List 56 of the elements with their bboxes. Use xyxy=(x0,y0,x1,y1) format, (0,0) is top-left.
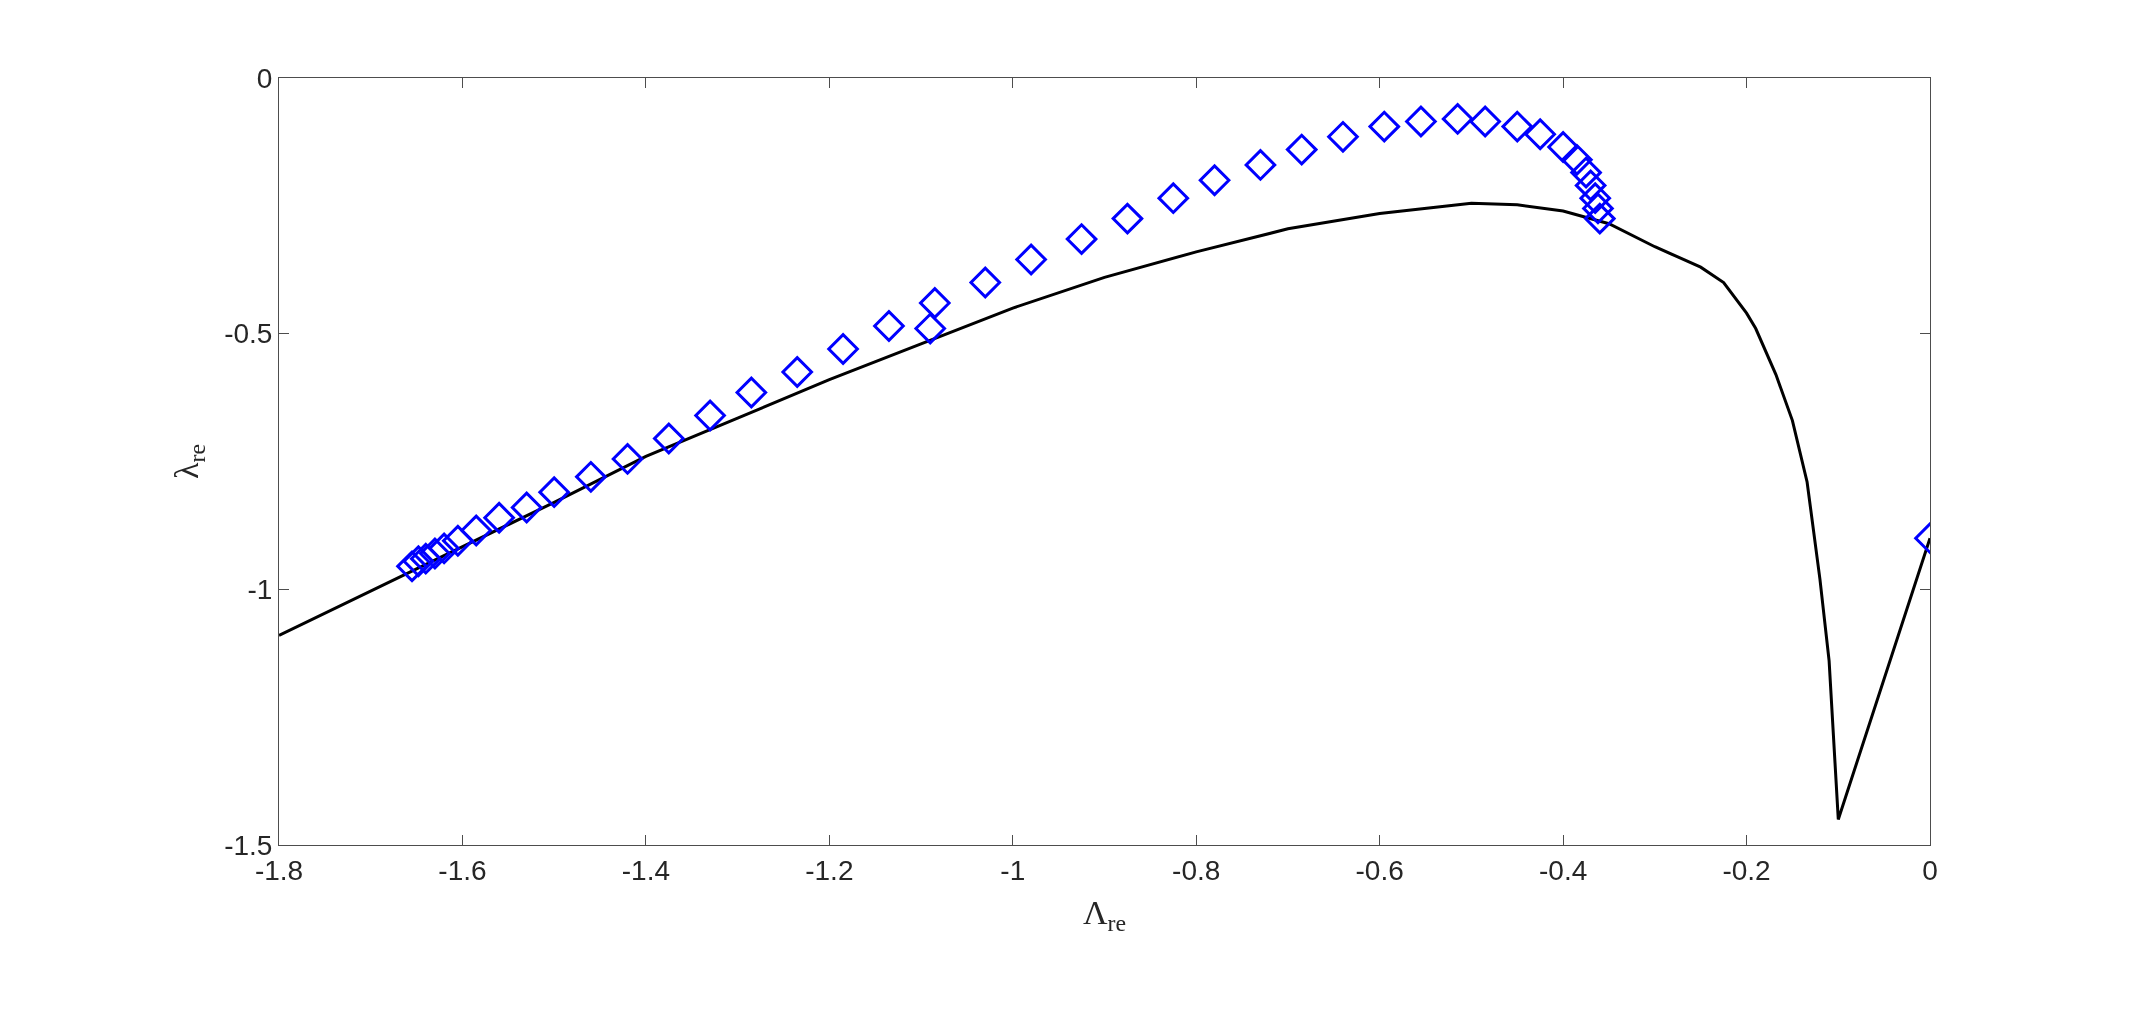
point xyxy=(735,376,768,409)
point xyxy=(781,356,814,388)
point xyxy=(538,476,570,508)
y-tick-label: -1 xyxy=(247,574,273,606)
point xyxy=(1469,105,1501,138)
point xyxy=(653,422,685,455)
x-tick-label: -1.4 xyxy=(621,854,671,886)
x-tick-label: 0 xyxy=(1922,854,1938,886)
y-tick-label: -0.5 xyxy=(224,318,273,350)
point xyxy=(1441,103,1474,135)
x-tick-label: -0.6 xyxy=(1355,854,1404,886)
y-tick-label: 0 xyxy=(256,62,273,94)
point xyxy=(919,287,951,319)
point xyxy=(483,501,515,534)
point xyxy=(1368,110,1401,143)
point xyxy=(402,545,435,578)
point xyxy=(873,310,905,342)
point xyxy=(396,550,428,583)
point xyxy=(419,537,451,570)
line-series xyxy=(279,201,1930,821)
point xyxy=(1015,243,1047,276)
point xyxy=(1561,144,1593,176)
x-tick-label: -1 xyxy=(1000,854,1026,886)
point xyxy=(1579,182,1612,214)
point xyxy=(611,443,644,475)
point xyxy=(1111,202,1144,235)
point xyxy=(442,524,474,557)
x-tick-label: -0.4 xyxy=(1538,854,1588,886)
point xyxy=(409,542,442,575)
point xyxy=(1405,105,1437,138)
x-tick-label: -1.6 xyxy=(438,854,487,886)
point xyxy=(1574,169,1607,202)
point xyxy=(827,333,859,365)
x-axis-title: Λ$_{re}$ xyxy=(1082,893,1127,937)
point xyxy=(1244,149,1277,181)
point xyxy=(969,266,1002,299)
x-tick-label: -0.2 xyxy=(1722,854,1771,886)
point xyxy=(1582,192,1614,225)
point xyxy=(1198,164,1231,197)
point xyxy=(460,514,492,547)
point xyxy=(510,491,543,524)
point xyxy=(428,532,460,565)
point xyxy=(1157,182,1190,214)
x-tick-label: -0.8 xyxy=(1172,854,1221,886)
point xyxy=(575,461,607,493)
point xyxy=(1584,202,1616,235)
point xyxy=(1501,110,1534,143)
x-tick-label: -1.2 xyxy=(805,854,854,886)
point xyxy=(1065,223,1098,255)
point xyxy=(1547,131,1579,163)
point xyxy=(694,399,726,432)
point xyxy=(1285,133,1318,166)
point xyxy=(1524,118,1556,151)
point xyxy=(1327,121,1359,153)
point xyxy=(1570,156,1602,189)
point xyxy=(914,312,947,345)
